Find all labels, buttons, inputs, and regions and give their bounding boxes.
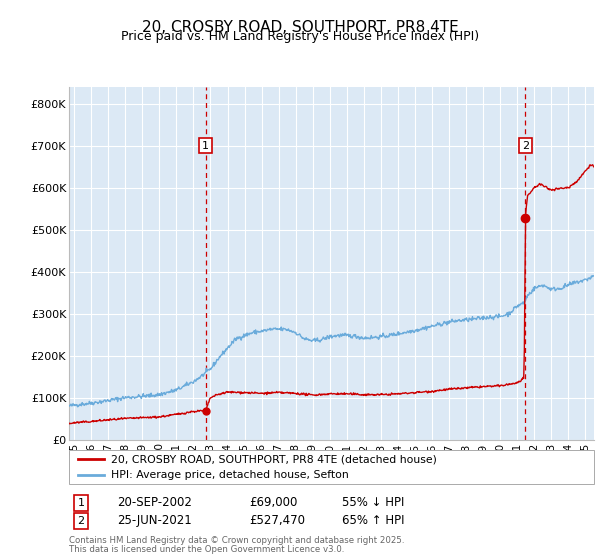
Text: HPI: Average price, detached house, Sefton: HPI: Average price, detached house, Seft… — [111, 470, 349, 480]
Text: 2: 2 — [77, 516, 85, 526]
Text: 2: 2 — [522, 141, 529, 151]
Text: 1: 1 — [77, 498, 85, 508]
Text: 1: 1 — [202, 141, 209, 151]
Text: £69,000: £69,000 — [249, 496, 298, 510]
Text: 20, CROSBY ROAD, SOUTHPORT, PR8 4TE: 20, CROSBY ROAD, SOUTHPORT, PR8 4TE — [142, 20, 458, 35]
Text: This data is licensed under the Open Government Licence v3.0.: This data is licensed under the Open Gov… — [69, 545, 344, 554]
Text: 25-JUN-2021: 25-JUN-2021 — [117, 514, 192, 528]
Text: Price paid vs. HM Land Registry's House Price Index (HPI): Price paid vs. HM Land Registry's House … — [121, 30, 479, 43]
Text: 65% ↑ HPI: 65% ↑ HPI — [342, 514, 404, 528]
Text: Contains HM Land Registry data © Crown copyright and database right 2025.: Contains HM Land Registry data © Crown c… — [69, 536, 404, 545]
Text: £527,470: £527,470 — [249, 514, 305, 528]
Text: 55% ↓ HPI: 55% ↓ HPI — [342, 496, 404, 510]
Text: 20, CROSBY ROAD, SOUTHPORT, PR8 4TE (detached house): 20, CROSBY ROAD, SOUTHPORT, PR8 4TE (det… — [111, 454, 437, 464]
Text: 20-SEP-2002: 20-SEP-2002 — [117, 496, 192, 510]
